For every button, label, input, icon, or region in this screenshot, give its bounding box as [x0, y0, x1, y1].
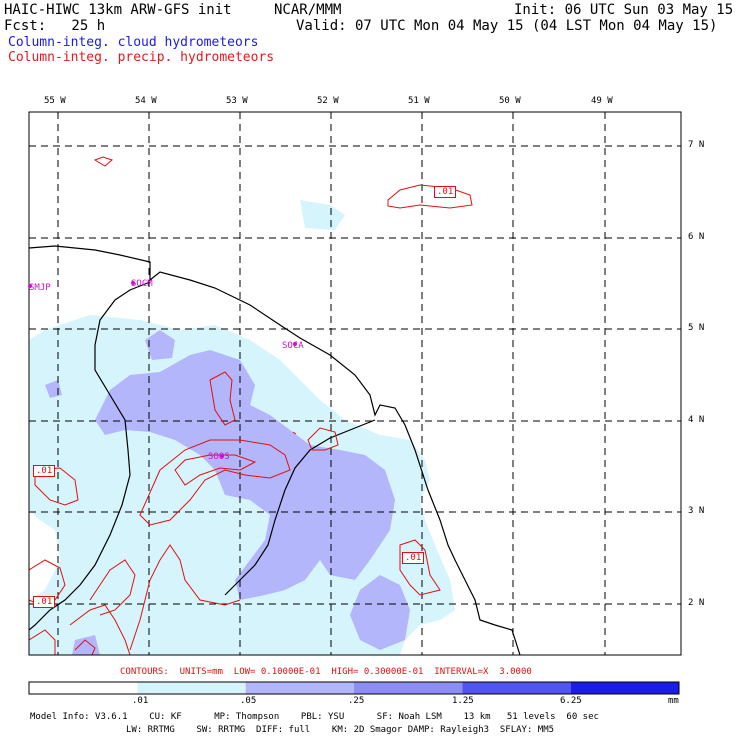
colorbar-tick: .01: [132, 696, 149, 706]
colorbar-frame: [28, 681, 680, 695]
contour-label: .01: [33, 465, 56, 477]
lon-label: 52 W: [317, 96, 339, 106]
colorbar-tick: .25: [348, 696, 365, 706]
station-markers: [28, 281, 297, 458]
colorbar-unit: mm: [668, 696, 679, 706]
lon-label: 49 W: [591, 96, 613, 106]
contours-info: CONTOURS: UNITS=mm LOW= 0.10000E-01 HIGH…: [120, 667, 532, 677]
contour-label: .01: [33, 596, 56, 608]
model-info-line-1: Model Info: V3.6.1 CU: KF MP: Thompson P…: [30, 712, 599, 722]
colorbar-segment: [354, 682, 463, 694]
colorbar-segment: [570, 682, 679, 694]
lat-label: 7 N: [688, 140, 705, 150]
legend-cloud: Column-integ. cloud hydrometeors: [8, 35, 259, 50]
colorbar-segment: [29, 682, 138, 694]
colorbar-segment: [462, 682, 571, 694]
init-time: Init: 06 UTC Sun 03 May 15: [514, 2, 734, 18]
station-label-smjp: SMJP: [29, 283, 51, 293]
lon-label: 54 W: [135, 96, 157, 106]
title-source: NCAR/MMM: [274, 2, 342, 18]
lat-label: 6 N: [688, 232, 705, 242]
map-frame: [28, 111, 682, 656]
colorbar: [28, 681, 680, 695]
lat-label: 3 N: [688, 506, 705, 516]
colorbar-segment: [137, 682, 246, 694]
legend-precip: Column-integ. precip. hydrometeors: [8, 50, 275, 65]
lon-label: 50 W: [499, 96, 521, 106]
colorbar-tick: .05: [240, 696, 257, 706]
station-label-soos: SOOS: [208, 452, 230, 462]
lon-label: 53 W: [226, 96, 248, 106]
lat-label: 2 N: [688, 598, 705, 608]
valid-time: Valid: 07 UTC Mon 04 May 15 (04 LST Mon …: [296, 18, 718, 34]
colorbar-segment: [245, 682, 354, 694]
lon-label: 51 W: [408, 96, 430, 106]
coastline: [29, 245, 521, 655]
contour-label: .01: [402, 552, 425, 564]
lat-label: 4 N: [688, 415, 705, 425]
colorbar-tick: 1.25: [452, 696, 474, 706]
title-left: HAIC-HIWC 13km ARW-GFS init: [4, 2, 232, 18]
colorbar-tick: 6.25: [560, 696, 582, 706]
lon-label: 55 W: [44, 96, 66, 106]
contour-label: .01: [434, 186, 457, 198]
forecast-hour: Fcst: 25 h: [4, 18, 106, 34]
station-label-soca: SOCA: [282, 341, 304, 351]
model-info-line-2: LW: RRTMG SW: RRTMG DIFF: full KM: 2D Sm…: [126, 725, 555, 735]
lat-label: 5 N: [688, 323, 705, 333]
precip-contours: [29, 156, 473, 655]
station-label-socm: SOCM: [131, 279, 153, 289]
